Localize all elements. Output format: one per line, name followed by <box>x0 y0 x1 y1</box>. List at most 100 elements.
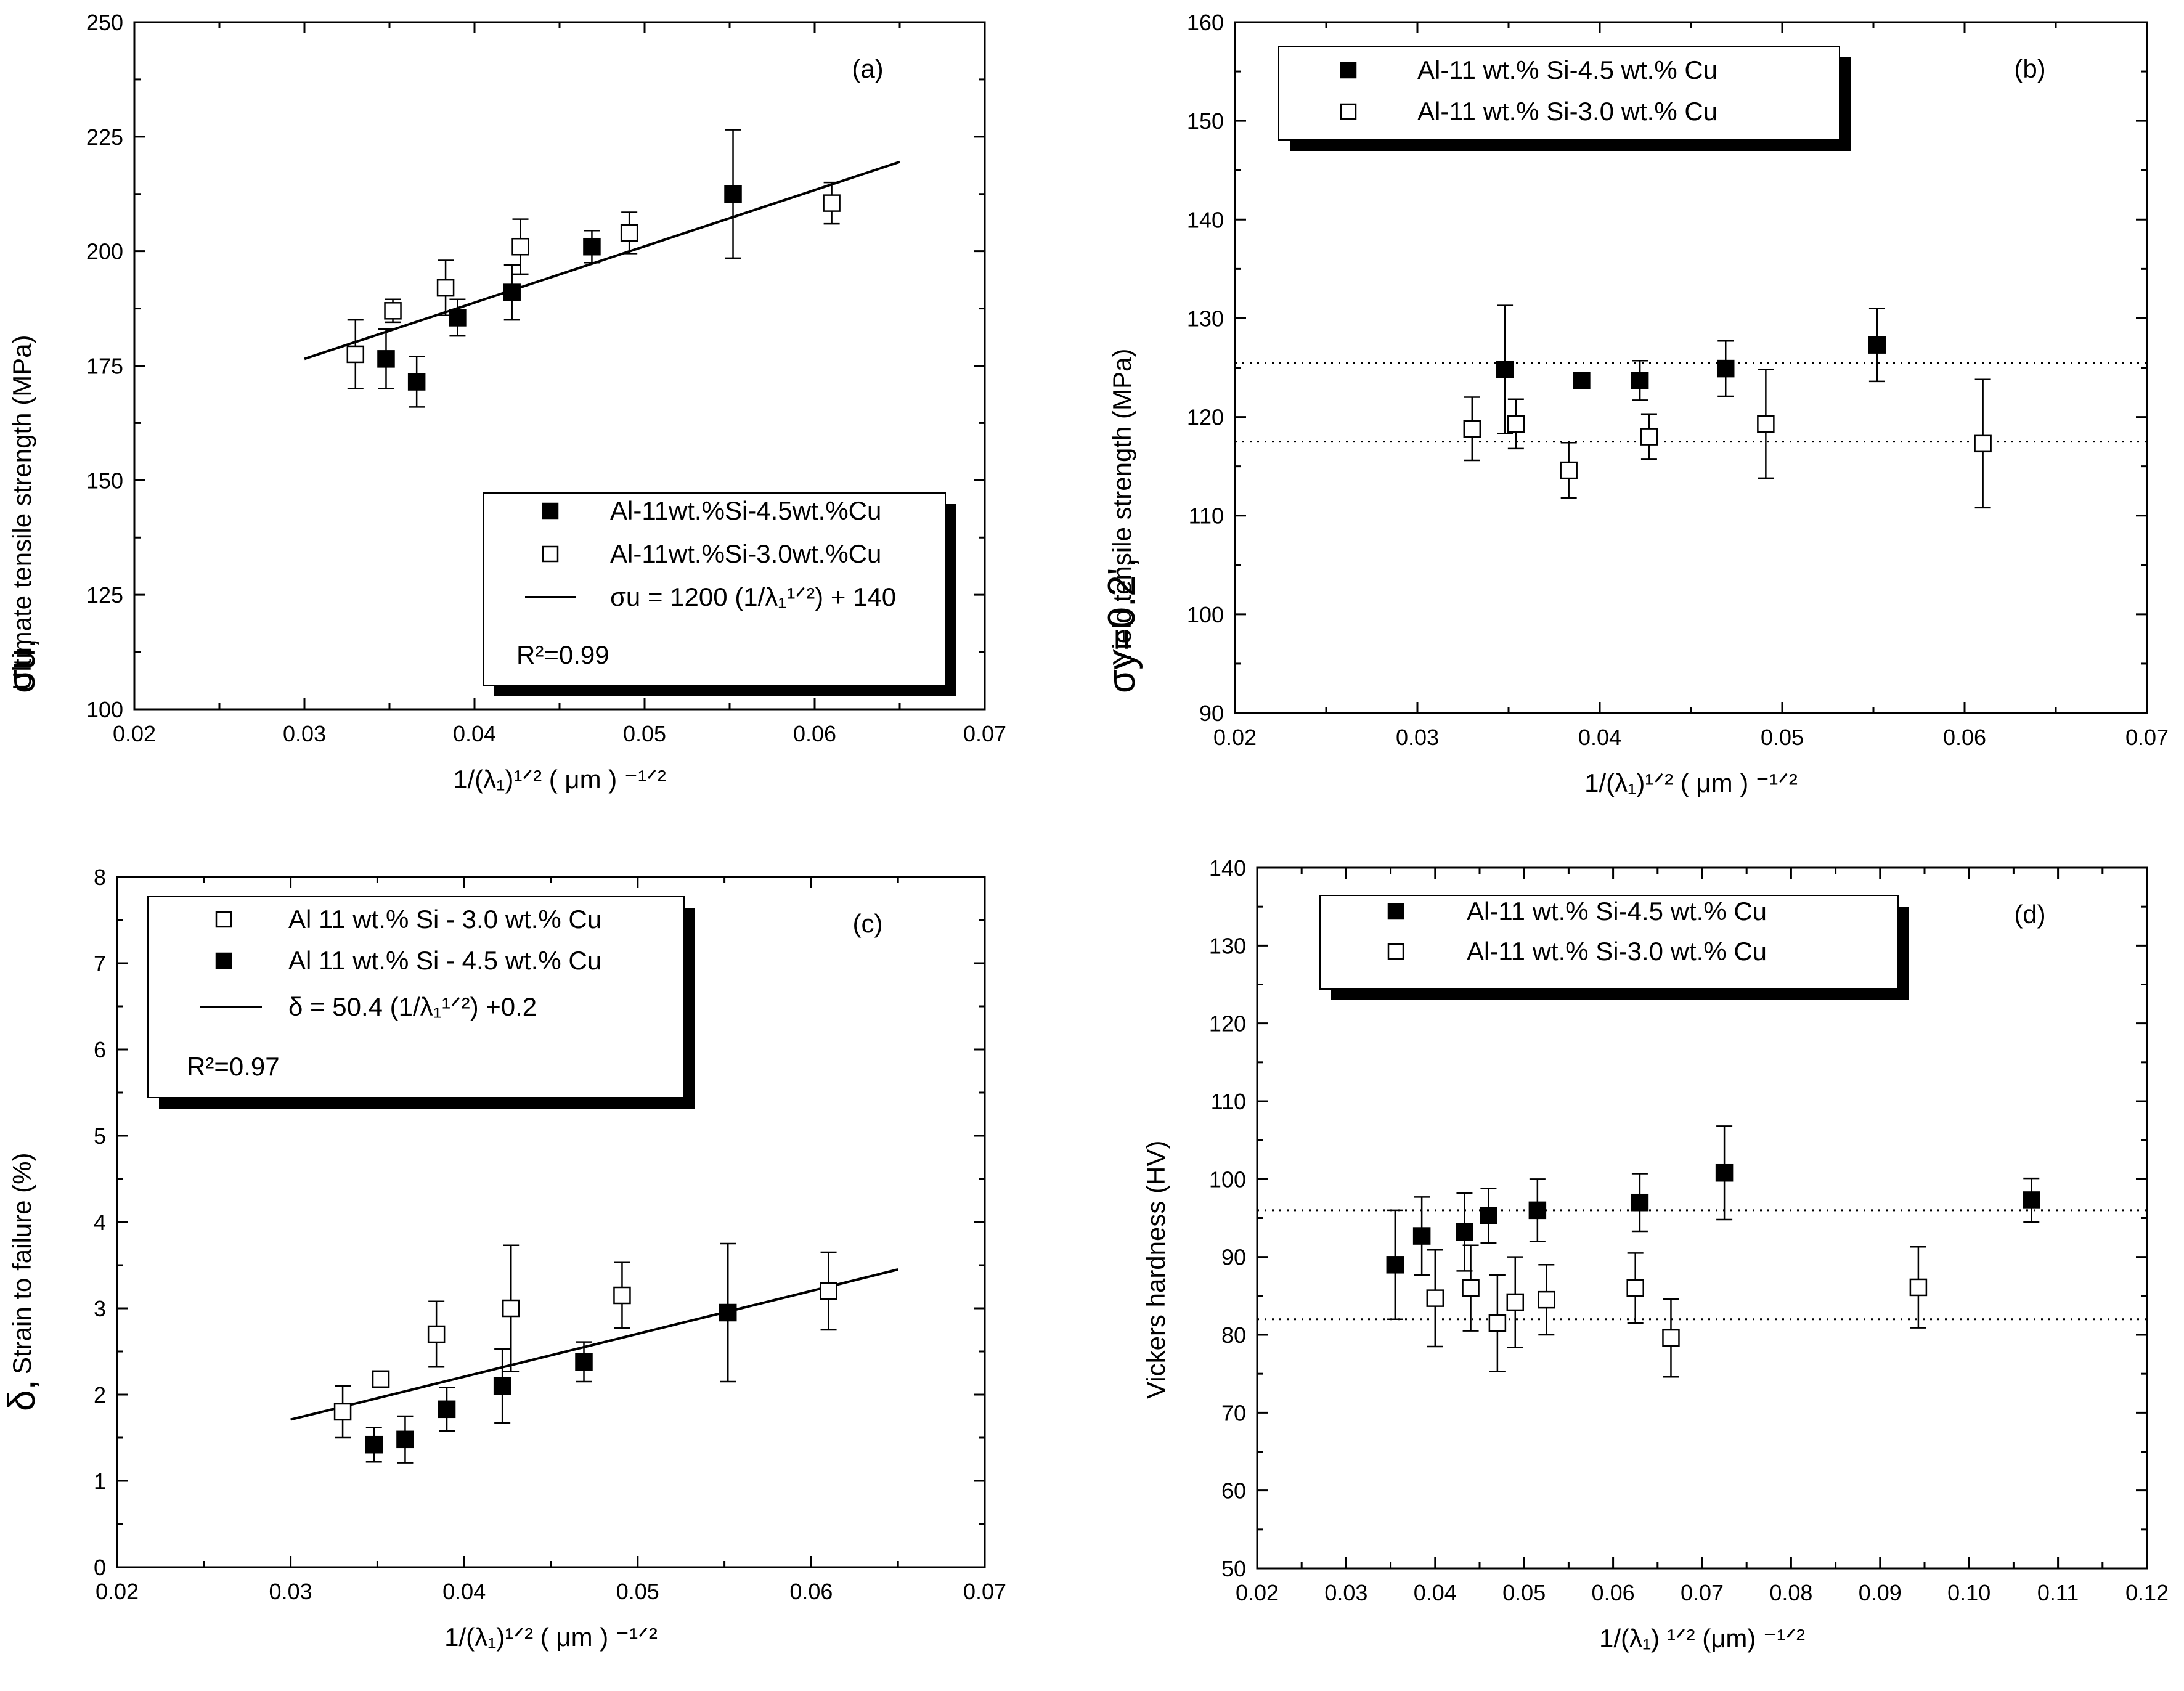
data-point-filled <box>1573 372 1591 389</box>
y-tick-label: 140 <box>1209 855 1246 881</box>
y-tick-label: 175 <box>86 354 123 379</box>
data-point-open <box>1463 420 1481 438</box>
legend-label: Al 11 wt.% Si - 4.5 wt.% Cu <box>288 946 601 975</box>
x-tick-label: 0.10 <box>1947 1580 1990 1605</box>
y-tick-label: 80 <box>1221 1322 1246 1348</box>
data-point-filled <box>719 1303 737 1322</box>
legend-label: Al-11 wt.% Si-4.5 wt.% Cu <box>1417 55 1717 84</box>
y-tick-label: 60 <box>1221 1478 1246 1504</box>
legend-label: Al 11 wt.% Si - 3.0 wt.% Cu <box>288 905 601 934</box>
y-tick-label: 3 <box>94 1296 106 1321</box>
x-tick-label: 0.04 <box>1414 1580 1457 1605</box>
y-tick-label: 200 <box>86 239 123 264</box>
x-axis-title: 1/(λ₁)¹ᐟ² ( μm ) ⁻¹ᐟ² <box>1584 768 1798 797</box>
data-point-filled <box>575 1353 593 1371</box>
data-point-filled <box>438 1400 456 1419</box>
legend-fit-label: σu = 1200 (1/λ₁¹ᐟ²) + 140 <box>610 582 896 611</box>
legend-box <box>483 492 946 686</box>
data-point-filled <box>2023 1191 2040 1209</box>
x-tick-label: 0.07 <box>1681 1580 1724 1605</box>
y-tick-label: 90 <box>1221 1245 1246 1270</box>
legend-marker <box>215 952 232 969</box>
legend-marker <box>1387 903 1404 920</box>
panel-label: (a) <box>852 54 883 83</box>
panel-b: 0.02 0.03 0.04 0.05 0.06 0.07 90 100 110 120 130 14… <box>1101 10 2169 797</box>
legend-marker <box>542 502 559 520</box>
data-point-filled <box>1496 361 1514 378</box>
x-axis-title: 1/(λ₁) ¹ᐟ² (μm) ⁻¹ᐟ² <box>1599 1624 1805 1653</box>
r-squared-annotation: R²=0.99 <box>516 640 609 669</box>
data-point-filled <box>377 350 395 368</box>
data-point-open <box>1560 461 1578 479</box>
data-point-open <box>1974 434 1992 453</box>
x-tick-label: 0.08 <box>1769 1580 1812 1605</box>
y-tick-label: 100 <box>1187 602 1224 627</box>
y-tick-label: 8 <box>94 865 106 890</box>
data-point-filled <box>1631 372 1649 389</box>
y-tick-label: 140 <box>1187 207 1224 232</box>
y-tick-label: 150 <box>86 468 123 493</box>
y-tick-label: 225 <box>86 124 123 150</box>
data-point-open <box>1462 1279 1480 1297</box>
x-tick-label: 0.05 <box>623 721 666 746</box>
data-point-open <box>436 279 455 297</box>
legend-marker <box>542 545 559 563</box>
legend-label: Al-11 wt.% Si-4.5 wt.% Cu <box>1467 897 1767 926</box>
fit-line <box>290 1268 898 1421</box>
data-point-filled <box>724 185 742 203</box>
x-tick-label: 0.04 <box>453 721 496 746</box>
y-tick-label: 4 <box>94 1210 106 1235</box>
panel-label: (c) <box>853 909 883 938</box>
y-tick-label: 130 <box>1187 306 1224 331</box>
data-point-filled <box>396 1430 414 1449</box>
data-point-filled <box>1528 1201 1547 1220</box>
data-point-open <box>511 237 529 256</box>
y-tick-label: 150 <box>1187 108 1224 134</box>
x-tick-label: 0.02 <box>1213 725 1257 750</box>
y-tick-label: 120 <box>1209 1011 1246 1037</box>
y-axis-title: Yield tensile strength (MPa) <box>1107 349 1136 666</box>
data-point-open <box>1757 415 1775 433</box>
data-point-open <box>346 345 365 364</box>
data-point-open <box>427 1325 446 1343</box>
x-tick-label: 0.05 <box>1761 725 1804 750</box>
data-point-filled <box>1386 1256 1404 1274</box>
panel-a: 0.02 0.03 0.04 0.05 0.06 0.07 100 125 150 175 200 2… <box>1 10 1006 794</box>
y-axis-title: Ultimate tensile strength (MPa) <box>7 335 36 690</box>
y-tick-label: 250 <box>86 10 123 35</box>
x-tick-label: 0.07 <box>963 721 1006 746</box>
data-point-open <box>1909 1278 1928 1297</box>
x-tick-label: 0.05 <box>616 1579 659 1604</box>
y-axis-symbol: δ, <box>1 1379 43 1411</box>
data-point-open <box>820 1282 837 1300</box>
data-point-filled <box>1716 359 1735 378</box>
x-tick-label: 0.09 <box>1859 1580 1902 1605</box>
legend-fit-label: δ = 50.4 (1/λ₁¹ᐟ²) +0.2 <box>288 992 537 1021</box>
x-tick-label: 0.03 <box>283 721 326 746</box>
legend-label: Al-11 wt.% Si-3.0 wt.% Cu <box>1417 97 1717 126</box>
y-axis-title: Vickers hardness (HV) <box>1141 1141 1170 1399</box>
legend-marker <box>1387 943 1404 960</box>
r-squared-annotation: R²=0.97 <box>187 1052 280 1081</box>
y-tick-label: 90 <box>1199 701 1224 726</box>
x-tick-label: 0.02 <box>113 721 156 746</box>
fit-line <box>304 160 900 361</box>
x-tick-label: 0.02 <box>1236 1580 1279 1605</box>
data-point-filled <box>407 373 426 391</box>
y-tick-label: 110 <box>1189 503 1224 529</box>
data-point-open <box>1662 1329 1680 1347</box>
x-tick-label: 0.07 <box>2125 725 2169 750</box>
y-tick-label: 50 <box>1221 1556 1246 1581</box>
data-point-open <box>823 194 841 212</box>
data-point-filled <box>1868 336 1886 354</box>
panel-label: (d) <box>2014 900 2045 929</box>
data-point-open <box>620 224 638 242</box>
y-axis-title: Strain to failure (%) <box>7 1153 36 1374</box>
x-tick-label: 0.11 <box>2037 1580 2079 1605</box>
x-tick-label: 0.12 <box>2125 1580 2169 1605</box>
data-point-open <box>1426 1289 1444 1307</box>
x-tick-label: 0.06 <box>793 721 836 746</box>
data-point-filled <box>493 1377 511 1395</box>
data-point-open <box>1626 1279 1644 1297</box>
panel-label: (b) <box>2014 54 2045 83</box>
